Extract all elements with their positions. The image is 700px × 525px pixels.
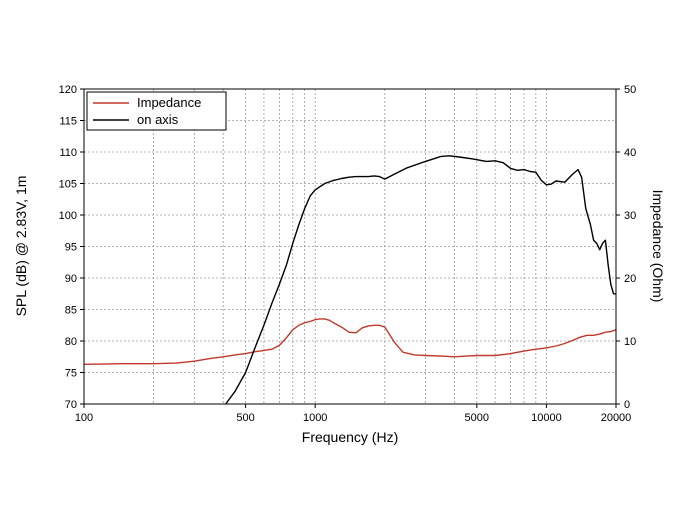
series-lines xyxy=(83,155,617,405)
series-line-impedance xyxy=(83,318,617,365)
y-tick-label: 105 xyxy=(59,179,77,191)
y-tick-label: 110 xyxy=(59,147,77,159)
y-tick-label: 75 xyxy=(65,368,77,380)
x-tick-label: 100 xyxy=(75,412,93,424)
y2-tick-label: 0 xyxy=(624,399,630,411)
y2-tick-label: 20 xyxy=(624,273,636,285)
x-tick-label: 500 xyxy=(236,412,254,424)
y-tick-label: 95 xyxy=(65,242,77,254)
y-tick-label: 85 xyxy=(65,305,77,317)
y-axis-left-ticks: 70 75 80 85 90 95 100 105 110 115 120 xyxy=(59,84,84,411)
x-tick-label: 5000 xyxy=(465,412,489,424)
y-axis-left-title: SPL (dB) @ 2.83V, 1m xyxy=(13,176,29,317)
legend: Impedance on axis xyxy=(86,91,227,131)
y-axis-right-ticks: 0 10 20 30 40 50 xyxy=(616,84,636,411)
x-axis-ticks: 100 500 1000 5000 10000 20000 xyxy=(75,404,631,424)
y-tick-label: 70 xyxy=(65,399,77,411)
y2-tick-label: 10 xyxy=(624,336,636,348)
y2-tick-label: 40 xyxy=(624,147,636,159)
x-tick-label: 20000 xyxy=(601,412,632,424)
y-tick-label: 115 xyxy=(59,116,77,128)
legend-label-impedance: Impedance xyxy=(137,95,201,110)
y-tick-label: 90 xyxy=(65,273,77,285)
legend-label-on-axis: on axis xyxy=(137,112,179,127)
grid xyxy=(84,89,616,404)
y-tick-label: 80 xyxy=(65,336,77,348)
x-axis-title: Frequency (Hz) xyxy=(302,429,398,445)
series-line-on-axis xyxy=(225,155,616,405)
y-axis-right-title: Impedance (Ohm) xyxy=(650,190,666,303)
y-tick-label: 120 xyxy=(59,84,77,96)
y2-tick-label: 30 xyxy=(624,210,636,222)
x-tick-label: 10000 xyxy=(531,412,562,424)
x-tick-label: 1000 xyxy=(303,412,327,424)
y-tick-label: 100 xyxy=(59,210,77,222)
y2-tick-label: 50 xyxy=(624,84,636,96)
legend-box xyxy=(86,91,227,131)
